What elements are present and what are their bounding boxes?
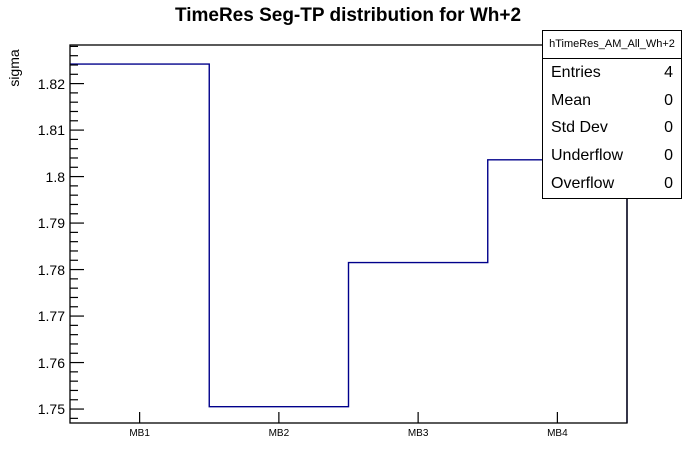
stats-value: 0 — [664, 175, 673, 193]
y-tick-label: 1.77 — [37, 308, 65, 325]
y-tick-label: 1.81 — [37, 122, 65, 139]
stats-box-rows: Entries 4 Mean 0 Std Dev 0 Underflow 0 O… — [543, 59, 681, 198]
x-tick-label: MB1 — [129, 428, 150, 439]
x-tick-label: MB2 — [268, 428, 290, 439]
x-tick-label: MB3 — [407, 428, 429, 439]
chart-title: TimeRes Seg-TP distribution for Wh+2 — [174, 5, 522, 26]
stats-row-underflow: Underflow 0 — [551, 147, 673, 165]
stats-value: 0 — [664, 91, 673, 109]
y-tick-label: 1.75 — [37, 401, 65, 418]
stats-box: hTimeRes_AM_All_Wh+2 Entries 4 Mean 0 St… — [542, 30, 682, 199]
stats-value: 0 — [664, 147, 673, 165]
stats-label: Entries — [551, 63, 601, 81]
y-tick-label: 1.8 — [45, 168, 65, 185]
stats-label: Std Dev — [551, 119, 608, 137]
stats-value: 4 — [664, 63, 673, 81]
y-tick-label: 1.78 — [37, 261, 65, 278]
stats-label: Overflow — [551, 175, 615, 193]
y-tick-label: 1.82 — [37, 75, 65, 92]
y-tick-label: 1.79 — [37, 215, 65, 232]
stats-box-title: hTimeRes_AM_All_Wh+2 — [543, 31, 681, 59]
stats-label: Underflow — [551, 147, 624, 165]
plot-frame — [69, 44, 628, 424]
stats-label: Mean — [551, 91, 592, 109]
y-tick-label: 1.76 — [37, 354, 65, 371]
stats-row-mean: Mean 0 — [551, 92, 673, 110]
x-tick-label: MB4 — [547, 428, 568, 439]
stats-row-overflow: Overflow 0 — [551, 175, 673, 193]
stats-row-stddev: Std Dev 0 — [551, 119, 673, 137]
stats-row-entries: Entries 4 — [551, 64, 673, 82]
stats-value: 0 — [664, 119, 673, 137]
